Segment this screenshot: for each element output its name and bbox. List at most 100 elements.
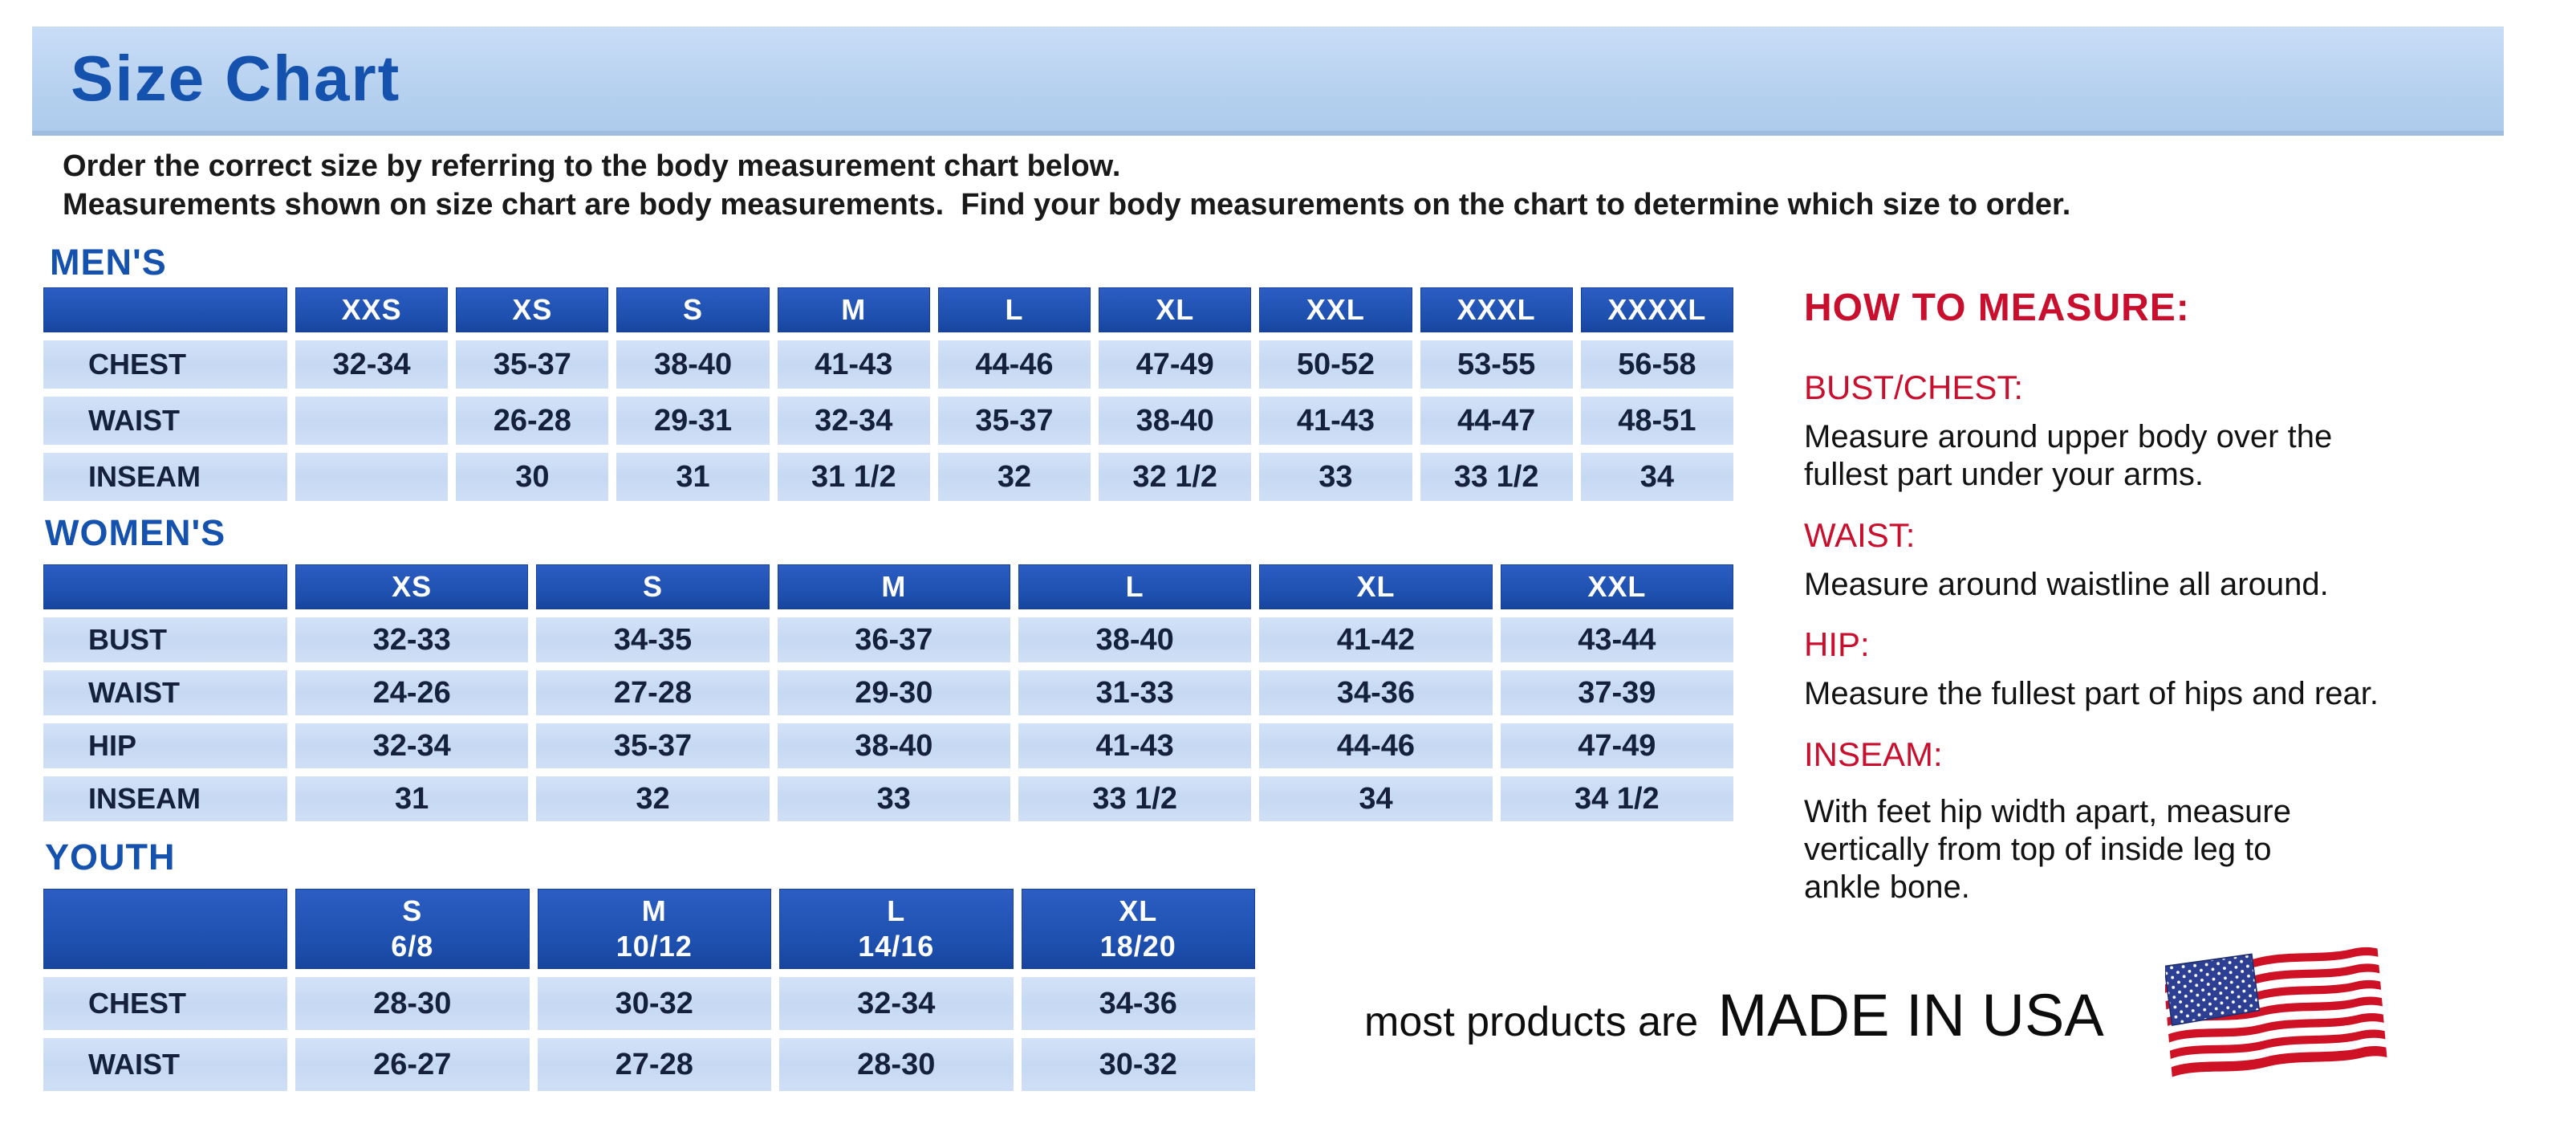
table-row: BUST 32-33 34-35 36-37 38-40 41-42 43-44 [43, 617, 1733, 662]
measurement-cell: 31 1/2 [777, 453, 930, 501]
measurement-cell: 35-37 [937, 397, 1091, 445]
measurement-cell: 30 [456, 453, 609, 501]
row-label: INSEAM [43, 776, 287, 821]
size-column-header: L [1018, 564, 1252, 609]
size-column-header: XXL [1500, 564, 1733, 609]
measurement-cell: 47-49 [1099, 340, 1252, 389]
size-column-header: XS [456, 287, 609, 332]
usa-flag-icon [2165, 946, 2387, 1077]
size-column-header: XXS [295, 287, 449, 332]
measurement-cell [295, 397, 449, 445]
measurement-cell: 53-55 [1420, 340, 1573, 389]
measurement-cell: 38-40 [1099, 397, 1252, 445]
measurement-cell: 34 1/2 [1500, 776, 1733, 821]
made-in-usa-line: most products are MADE IN USA [1364, 981, 2104, 1049]
womens-section-heading: WOMEN'S [45, 512, 226, 553]
measurement-cell: 30-32 [537, 977, 771, 1030]
mens-size-table: XXS XS S M L XL XXL XXXL XXXXL CHEST 32-34 35-37 38… [35, 279, 1741, 509]
measurement-cell: 24-26 [295, 670, 529, 715]
size-column-header: S [536, 564, 770, 609]
measurement-cell: 35-37 [536, 723, 770, 768]
size-column-header: M [777, 564, 1010, 609]
mens-section-heading: MEN'S [50, 242, 167, 283]
row-label: HIP [43, 723, 287, 768]
intro-line-1: Order the correct size by referring to t… [63, 149, 1121, 183]
measurement-cell: 37-39 [1500, 670, 1733, 715]
measurement-cell: 43-44 [1500, 617, 1733, 662]
table-row: WAIST 24-26 27-28 29-30 31-33 34-36 37-39 [43, 670, 1733, 715]
measure-heading-waist: WAIST: [1804, 515, 1916, 554]
table-row: WAIST 26-28 29-31 32-34 35-37 38-40 41-43 44-47… [43, 397, 1733, 445]
measurement-cell: 27-28 [536, 670, 770, 715]
size-column-header: M 10/12 [537, 889, 771, 969]
measure-section-hip: HIP: Measure the fullest part of hips an… [1804, 625, 2558, 713]
measurement-cell: 29-31 [616, 397, 770, 445]
measurement-cell: 33 1/2 [1018, 776, 1252, 821]
womens-size-table: XS S M L XL XXL BUST 32-33 34-35 36-37 38-40 41-42… [35, 556, 1741, 829]
measurement-cell: 44-46 [1259, 723, 1493, 768]
measurement-cell: 28-30 [779, 1038, 1014, 1091]
measurement-cell: 44-46 [937, 340, 1091, 389]
measurement-cell: 38-40 [777, 723, 1010, 768]
measurement-cell: 32 [937, 453, 1091, 501]
measurement-cell: 26-28 [456, 397, 609, 445]
measurement-cell: 34 [1580, 453, 1733, 501]
corner-cell [43, 889, 287, 969]
title-banner: Size Chart [32, 26, 2504, 136]
measurement-cell: 26-27 [295, 1038, 530, 1091]
measurement-cell: 31-33 [1018, 670, 1252, 715]
row-label: CHEST [43, 977, 287, 1030]
measurement-cell: 27-28 [537, 1038, 771, 1091]
measurement-cell: 34-36 [1021, 977, 1255, 1030]
measurement-cell: 35-37 [456, 340, 609, 389]
measurement-cell: 50-52 [1259, 340, 1412, 389]
intro-line-2: Measurements shown on size chart are bod… [63, 188, 2071, 222]
size-column-header: S [616, 287, 770, 332]
measure-text-waist: Measure around waistline all around. [1804, 566, 2329, 602]
table-row: CHEST 28-30 30-32 32-34 34-36 [43, 977, 1255, 1030]
youth-size-table: S 6/8 M 10/12 L 14/16 XL 18/20 CHEST 28-30 30… [35, 881, 1263, 1099]
size-column-header: XXXL [1420, 287, 1573, 332]
intro-text: Order the correct size by referring to t… [63, 147, 2070, 225]
table-row: HIP 32-34 35-37 38-40 41-43 44-46 47-49 [43, 723, 1733, 768]
header-row: XXS XS S M L XL XXL XXXL XXXXL [43, 287, 1733, 332]
size-column-header: L 14/16 [779, 889, 1014, 969]
measure-section-bust-chest: BUST/CHEST: Measure around upper body ov… [1804, 369, 2558, 494]
youth-section-heading: YOUTH [45, 837, 176, 878]
measure-section-waist: WAIST: Measure around waistline all arou… [1804, 516, 2558, 604]
measurement-cell: 38-40 [1018, 617, 1252, 662]
measure-heading-bust-chest: BUST/CHEST: [1804, 369, 2024, 406]
measurement-cell: 33 [777, 776, 1010, 821]
table-row: CHEST 32-34 35-37 38-40 41-43 44-46 47-49 50-52… [43, 340, 1733, 389]
measurement-cell: 32-34 [295, 340, 449, 389]
corner-cell [43, 564, 287, 609]
size-column-header: XXL [1259, 287, 1412, 332]
measurement-cell: 29-30 [777, 670, 1010, 715]
row-label: WAIST [43, 670, 287, 715]
measurement-cell: 28-30 [295, 977, 530, 1030]
row-label: WAIST [43, 397, 287, 445]
how-to-measure-panel: HOW TO MEASURE: BUST/CHEST: Measure arou… [1804, 286, 2558, 929]
measurement-cell: 32-34 [295, 723, 529, 768]
measurement-cell: 32 [536, 776, 770, 821]
row-label: BUST [43, 617, 287, 662]
made-in-usa-text: MADE IN USA [1717, 982, 2104, 1049]
measurement-cell: 32-34 [779, 977, 1014, 1030]
header-row: XS S M L XL XXL [43, 564, 1733, 609]
measure-text-bust-chest: Measure around upper body over the fulle… [1804, 419, 2333, 492]
measurement-cell: 48-51 [1580, 397, 1733, 445]
measurement-cell: 31 [295, 776, 529, 821]
size-column-header: XXXXL [1580, 287, 1733, 332]
corner-cell [43, 287, 287, 332]
measurement-cell: 32-33 [295, 617, 529, 662]
measurement-cell: 33 1/2 [1420, 453, 1573, 501]
measurement-cell: 41-43 [1259, 397, 1412, 445]
size-column-header: XL [1259, 564, 1493, 609]
table-row: INSEAM 31 32 33 33 1/2 34 34 1/2 [43, 776, 1733, 821]
row-label: CHEST [43, 340, 287, 389]
measurement-cell: 47-49 [1500, 723, 1733, 768]
measure-text-hip: Measure the fullest part of hips and rea… [1804, 676, 2379, 712]
measure-section-inseam: INSEAM: With feet hip width apart, measu… [1804, 735, 2558, 906]
measurement-cell: 33 [1259, 453, 1412, 501]
